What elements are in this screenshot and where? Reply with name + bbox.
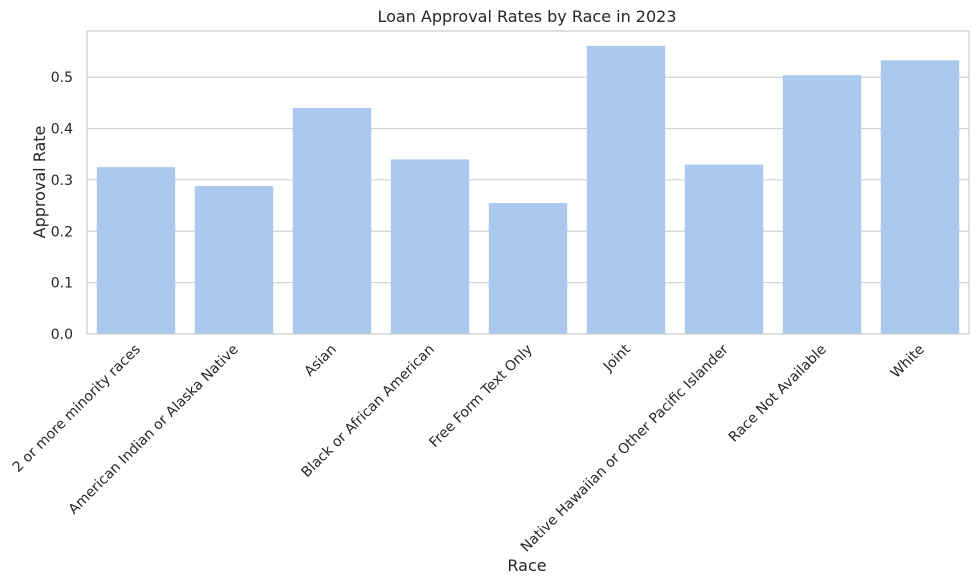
y-tick-label: 0.2 [51, 224, 73, 240]
x-axis-label: Race [507, 556, 546, 575]
y-tick-labels: 0.0 0.1 0.2 0.3 0.4 0.5 [51, 70, 73, 343]
y-tick-label: 0.3 [51, 173, 73, 189]
x-tick-label: Joint [600, 341, 634, 375]
x-tick-label: American Indian or Alaska Native [66, 342, 242, 518]
x-tick-label: Asian [301, 342, 339, 380]
x-tick-label: Free Form Text Only [426, 342, 535, 451]
bars [96, 45, 960, 334]
bar [488, 203, 568, 334]
bar [292, 108, 372, 334]
bar [684, 164, 764, 334]
y-tick-label: 0.0 [51, 327, 73, 343]
bar [586, 45, 666, 334]
bar [390, 159, 470, 334]
y-tick-label: 0.5 [51, 70, 73, 86]
y-axis-label: Approval Rate [30, 126, 49, 239]
bar [96, 167, 176, 334]
bar [194, 186, 274, 334]
x-tick-label: White [888, 342, 928, 382]
x-tick-label: Native Hawaiian or Other Pacific Islande… [518, 341, 732, 555]
plot-frame [86, 30, 970, 335]
y-tick-label: 0.4 [51, 122, 73, 138]
y-tick-label: 0.1 [51, 276, 73, 292]
bar [782, 75, 862, 334]
x-tick-label: Race Not Available [726, 342, 830, 446]
chart-title: Loan Approval Rates by Race in 2023 [377, 7, 676, 26]
bar [880, 60, 960, 334]
